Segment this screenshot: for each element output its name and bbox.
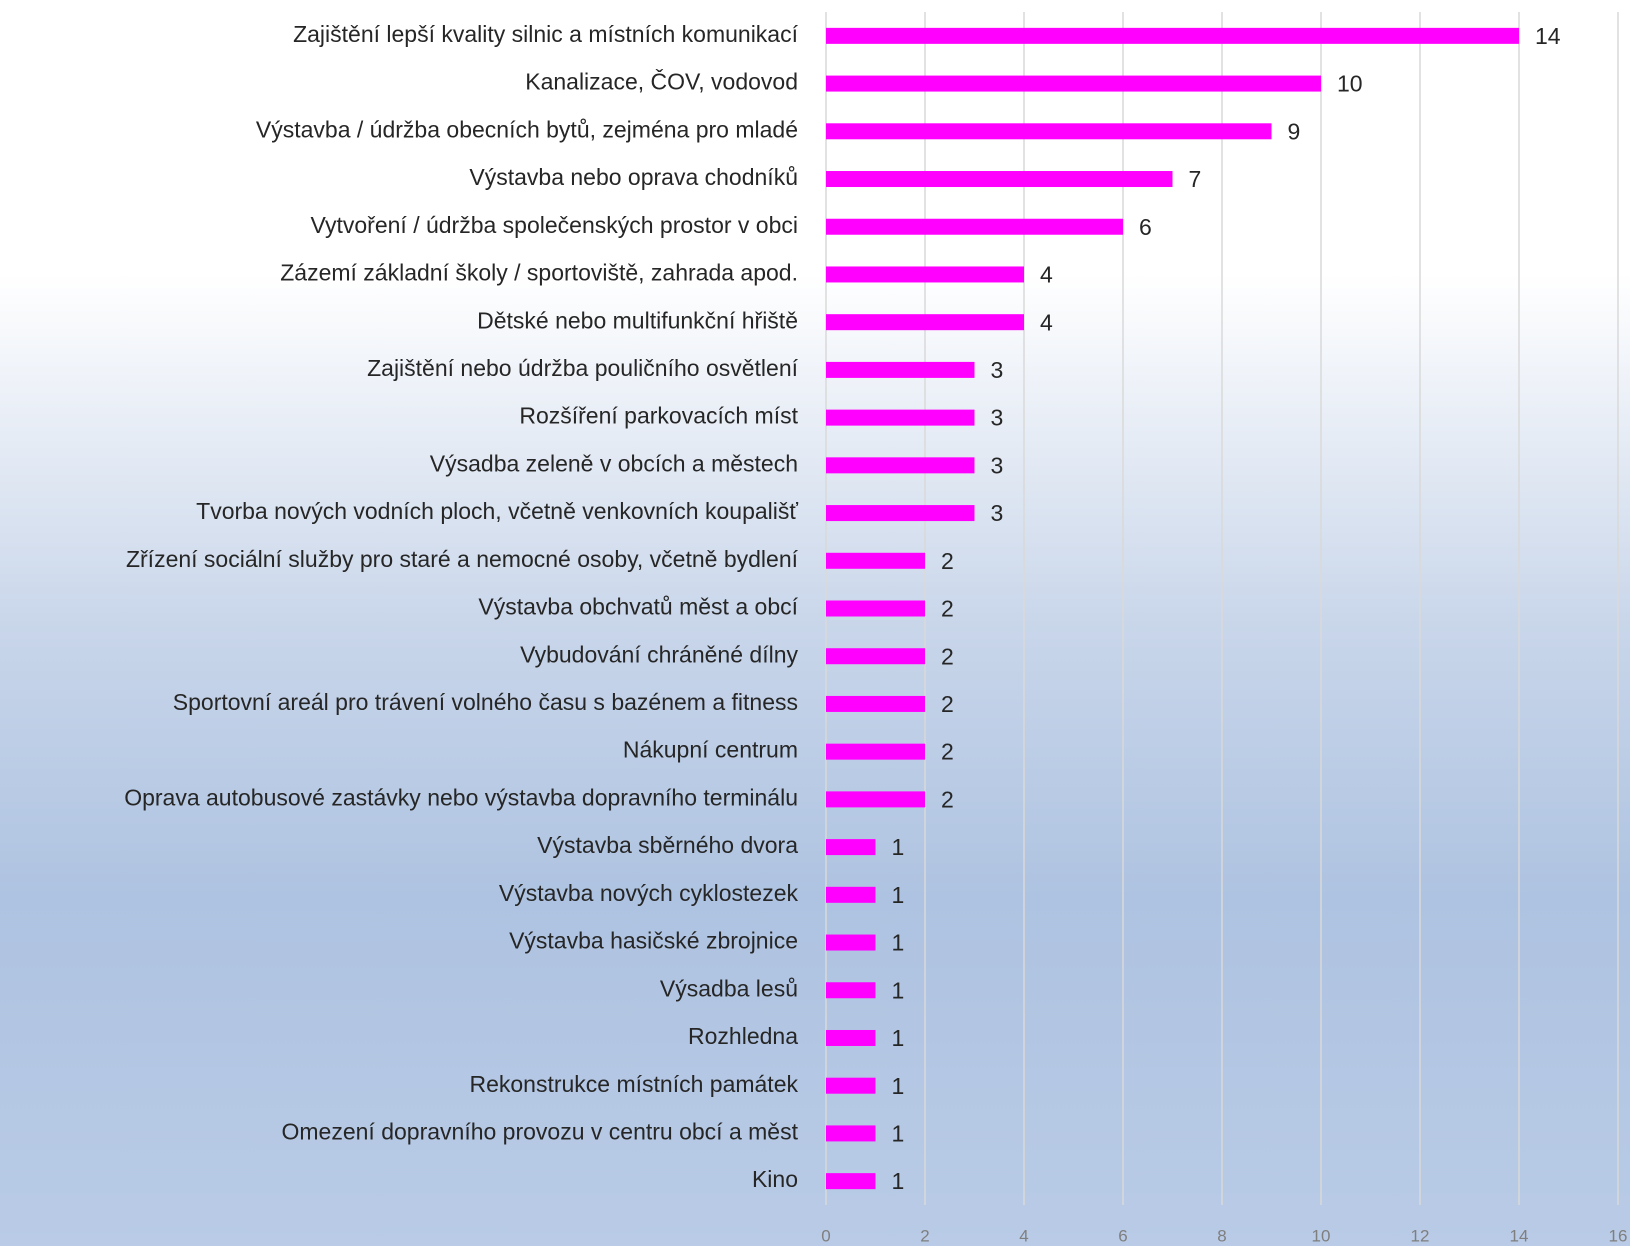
- bar: [826, 982, 876, 999]
- y-tick-label: Nákupní centrum: [623, 737, 798, 763]
- bar: [826, 409, 975, 426]
- y-tick-label: Rozšíření parkovacích míst: [519, 403, 798, 429]
- x-tick-label: 4: [1019, 1226, 1028, 1245]
- bar: [826, 600, 925, 617]
- data-label: 3: [991, 405, 1004, 431]
- bar: [826, 743, 925, 760]
- bar: [826, 1125, 876, 1142]
- y-tick-label: Rekonstrukce místních památek: [469, 1071, 798, 1097]
- data-label: 2: [941, 691, 954, 717]
- bar: [826, 505, 975, 522]
- data-label: 9: [1288, 118, 1301, 144]
- data-label: 1: [892, 1025, 905, 1051]
- x-tick-label: 8: [1217, 1226, 1226, 1245]
- data-label: 1: [892, 977, 905, 1003]
- y-tick-label: Výstavba / údržba obecních bytů, zejména…: [256, 116, 798, 142]
- data-label: 1: [892, 930, 905, 956]
- y-tick-label: Tvorba nových vodních ploch, včetně venk…: [196, 498, 798, 524]
- data-label: 4: [1040, 309, 1053, 335]
- data-label: 10: [1337, 71, 1363, 97]
- data-label: 7: [1189, 166, 1202, 192]
- y-tick-label: Omezení dopravního provozu v centru obcí…: [282, 1118, 799, 1144]
- y-tick-label: Oprava autobusové zastávky nebo výstavba…: [124, 784, 798, 810]
- data-label: 6: [1139, 214, 1152, 240]
- bar: [826, 171, 1173, 188]
- y-tick-label: Zajištění nebo údržba pouličního osvětle…: [367, 355, 799, 381]
- data-label: 2: [941, 739, 954, 765]
- bar: [826, 934, 876, 951]
- bar: [826, 457, 975, 474]
- data-label: 4: [1040, 262, 1053, 288]
- bar: [826, 1173, 876, 1190]
- x-tick-label: 10: [1312, 1226, 1331, 1245]
- y-tick-label: Výstavba nových cyklostezek: [499, 880, 799, 906]
- x-tick-label: 0: [821, 1226, 830, 1245]
- y-tick-label: Výstavba sběrného dvora: [537, 832, 798, 858]
- y-tick-label: Zázemí základní školy / sportoviště, zah…: [280, 260, 798, 286]
- data-label: 1: [892, 834, 905, 860]
- y-tick-label: Dětské nebo multifunkční hřiště: [477, 307, 798, 333]
- bar: [826, 1029, 876, 1046]
- x-tick-label: 16: [1609, 1226, 1628, 1245]
- data-label: 2: [941, 786, 954, 812]
- data-label: 3: [991, 357, 1004, 383]
- bar: [826, 27, 1519, 44]
- y-tick-label: Vybudování chráněné dílny: [520, 641, 798, 667]
- x-tick-label: 14: [1510, 1226, 1529, 1245]
- x-tick-label: 6: [1118, 1226, 1127, 1245]
- y-tick-label: Zajištění lepší kvality silnic a místníc…: [293, 21, 799, 47]
- data-label: 1: [892, 1073, 905, 1099]
- data-label: 1: [892, 882, 905, 908]
- bar: [826, 361, 975, 378]
- bar: [826, 791, 925, 808]
- data-label: 14: [1535, 23, 1561, 49]
- y-tick-label: Výstavba nebo oprava chodníků: [469, 164, 798, 190]
- data-label: 1: [892, 1168, 905, 1194]
- bar: [826, 123, 1272, 140]
- x-tick-label: 2: [920, 1226, 929, 1245]
- y-tick-label: Vytvoření / údržba společenských prostor…: [311, 212, 799, 238]
- y-tick-label: Výsadba lesů: [660, 975, 798, 1001]
- y-tick-label: Kino: [752, 1166, 798, 1192]
- bar: [826, 218, 1123, 235]
- bar: [826, 314, 1024, 331]
- data-label: 2: [941, 643, 954, 669]
- y-tick-label: Výstavba obchvatů měst a obcí: [478, 594, 798, 620]
- y-tick-label: Výsadba zeleně v obcích a městech: [430, 450, 798, 476]
- bar: [826, 1077, 876, 1094]
- y-tick-label: Sportovní areál pro trávení volného času…: [173, 689, 798, 715]
- bar: [826, 886, 876, 903]
- y-tick-label: Zřízení sociální služby pro staré a nemo…: [126, 546, 799, 572]
- y-tick-label: Kanalizace, ČOV, vodovod: [525, 68, 798, 95]
- bar: [826, 266, 1024, 283]
- bar: [826, 75, 1321, 92]
- data-label: 3: [991, 500, 1004, 526]
- data-label: 3: [991, 452, 1004, 478]
- bar: [826, 552, 925, 569]
- data-label: 2: [941, 596, 954, 622]
- bar: [826, 648, 925, 665]
- y-tick-label: Rozhledna: [688, 1023, 798, 1049]
- data-label: 1: [892, 1120, 905, 1146]
- bar: [826, 839, 876, 856]
- data-label: 2: [941, 548, 954, 574]
- x-tick-label: 12: [1411, 1226, 1430, 1245]
- bar: [826, 695, 925, 712]
- y-tick-label: Výstavba hasičské zbrojnice: [509, 928, 798, 954]
